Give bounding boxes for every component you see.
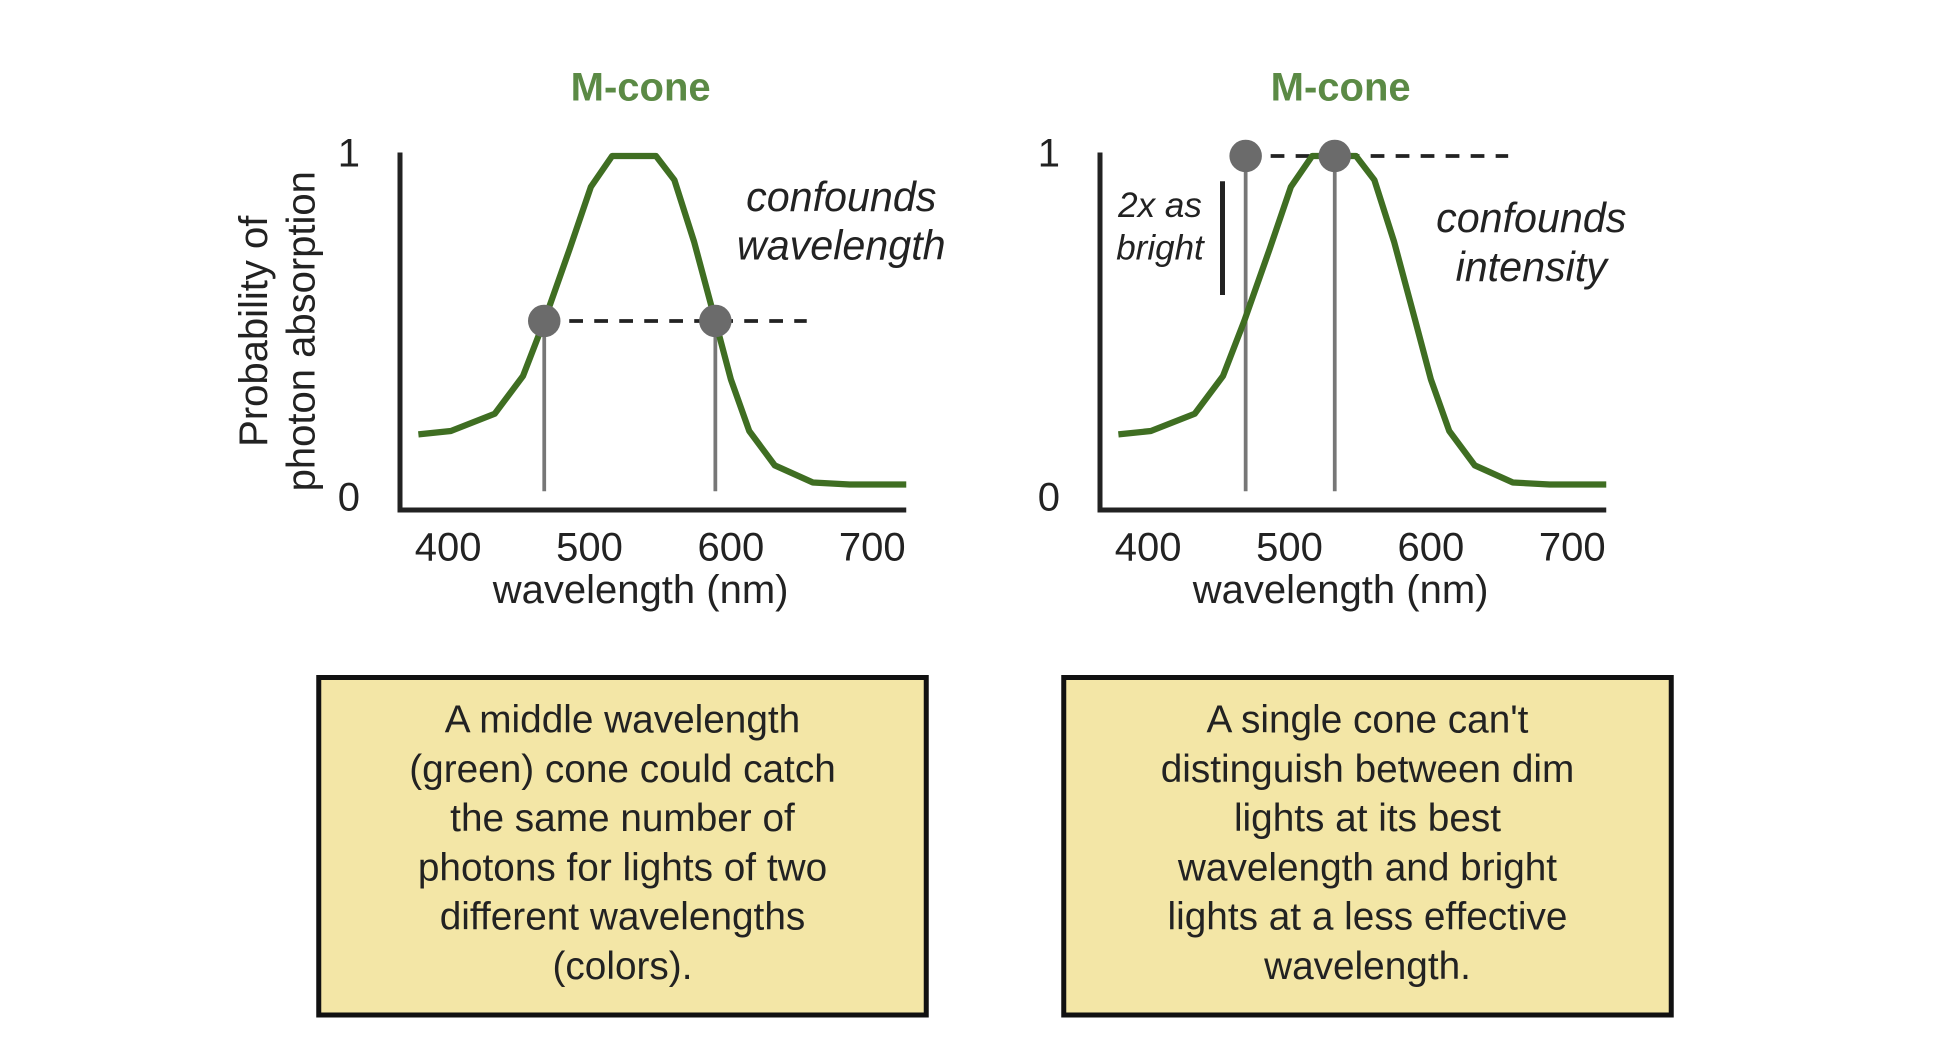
chart-title: M-cone (1271, 66, 1411, 110)
x-tick-label: 400 (415, 526, 482, 570)
annotation: confounds (1436, 195, 1626, 241)
x-tick-label: 400 (1115, 526, 1182, 570)
caption-line: photons for lights of two (418, 846, 827, 889)
side-note: 2x as (1117, 186, 1202, 225)
y-axis-label: Probability of (232, 215, 276, 447)
chart-title: M-cone (571, 66, 711, 110)
caption-box (316, 674, 929, 1018)
curve (1118, 152, 1607, 488)
x-tick-label: 700 (1539, 526, 1606, 570)
marker (1318, 139, 1351, 173)
caption-line: (green) cone could catch (409, 748, 836, 791)
y-tick-label: 1 (1038, 132, 1060, 176)
caption-line: A middle wavelength (445, 699, 800, 742)
y-tick-label: 0 (338, 475, 360, 519)
marker (527, 304, 561, 338)
x-axis-label: wavelength (nm) (492, 568, 789, 612)
x-tick-label: 700 (839, 526, 906, 570)
y-tick-label: 1 (338, 132, 360, 176)
x-tick-label: 600 (1398, 526, 1465, 570)
caption-line: A single cone can't (1207, 699, 1529, 742)
x-axis-label: wavelength (nm) (1192, 568, 1489, 612)
y-tick-label: 0 (1038, 475, 1060, 519)
y-axis-label: photon absorption (279, 171, 323, 491)
x-tick-label: 500 (1256, 526, 1323, 570)
caption-line: wavelength and bright (1177, 846, 1557, 889)
marker (699, 304, 732, 338)
caption-line: different wavelengths (440, 896, 805, 939)
curve (418, 152, 907, 488)
caption-box (1061, 674, 1674, 1018)
x-tick-label: 500 (556, 526, 623, 570)
x-tick-label: 600 (698, 526, 765, 570)
marker (1229, 139, 1262, 173)
annotation: wavelength (737, 223, 946, 269)
annotation: confounds (746, 174, 936, 220)
caption-line: distinguish between dim (1161, 748, 1575, 791)
annotation: intensity (1456, 244, 1610, 290)
caption-line: (colors). (553, 945, 693, 988)
side-note: bright (1116, 228, 1205, 267)
caption-line: lights at a less effective (1168, 896, 1568, 939)
caption-line: the same number of (450, 797, 795, 840)
caption-line: lights at its best (1234, 797, 1501, 840)
caption-line: wavelength. (1263, 945, 1471, 988)
